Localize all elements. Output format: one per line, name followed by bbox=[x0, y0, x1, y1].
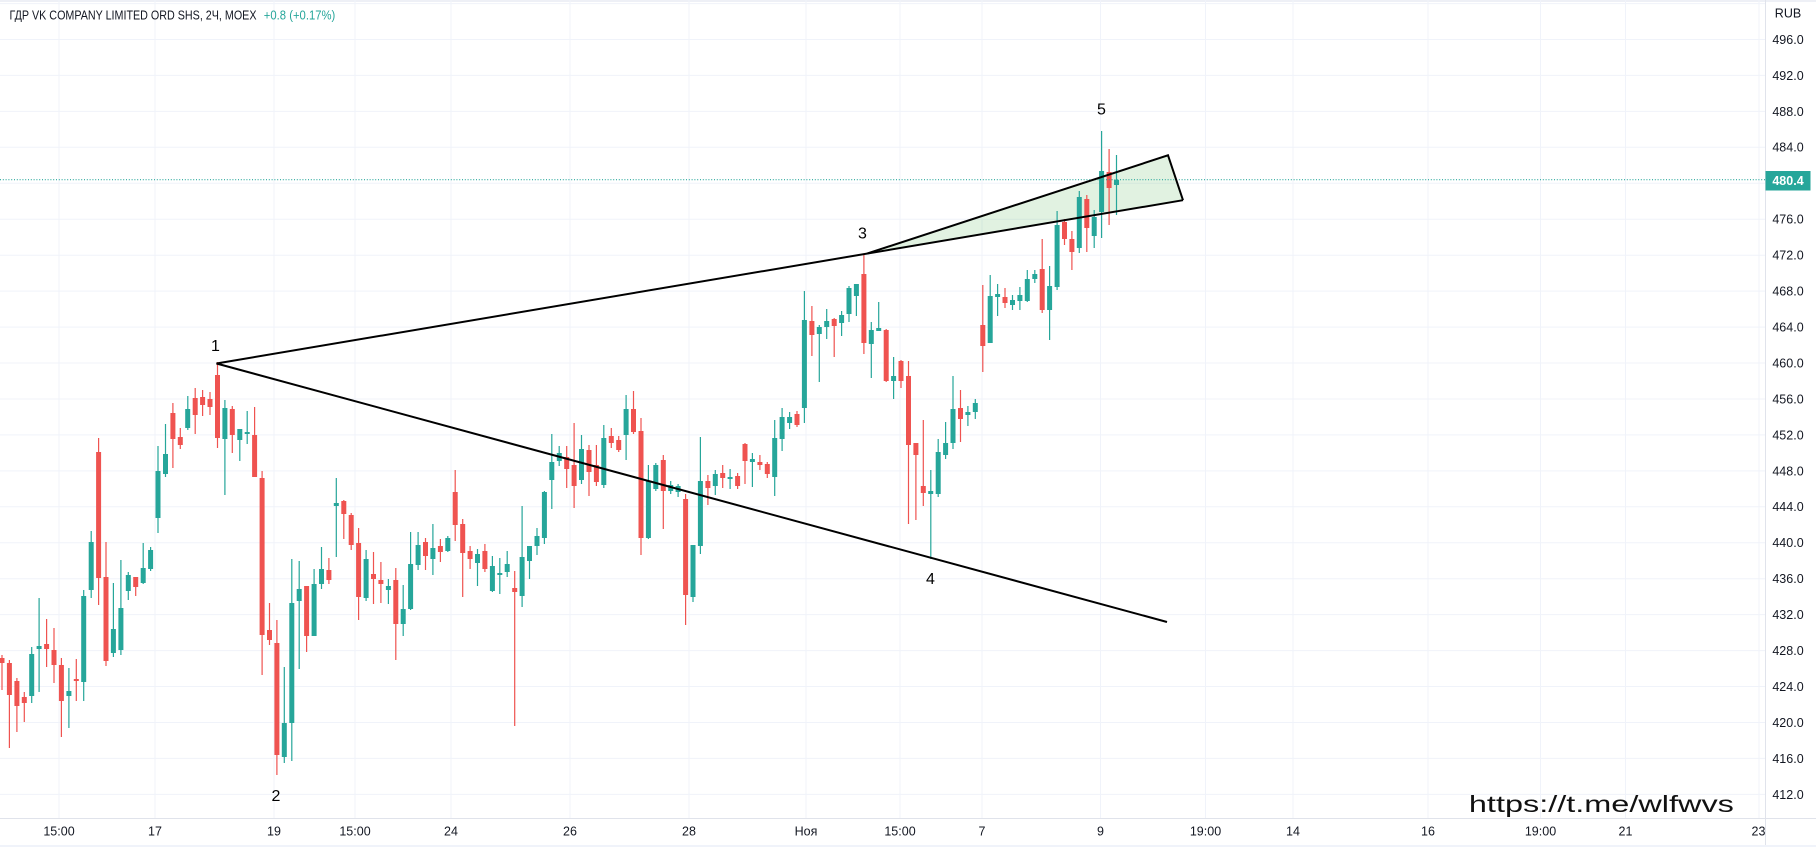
svg-text:17: 17 bbox=[148, 825, 162, 839]
svg-text:15:00: 15:00 bbox=[884, 825, 915, 839]
svg-text:24: 24 bbox=[444, 825, 458, 839]
svg-text:468.0: 468.0 bbox=[1772, 285, 1803, 299]
svg-text:16: 16 bbox=[1421, 825, 1435, 839]
svg-text:9: 9 bbox=[1097, 825, 1104, 839]
svg-text:440.0: 440.0 bbox=[1772, 536, 1803, 550]
svg-text:484.0: 484.0 bbox=[1772, 141, 1803, 155]
svg-text:480.4: 480.4 bbox=[1772, 174, 1803, 188]
svg-text:21: 21 bbox=[1619, 825, 1633, 839]
svg-text:452.0: 452.0 bbox=[1772, 428, 1803, 442]
svg-text:7: 7 bbox=[979, 825, 986, 839]
svg-text:Ноя: Ноя bbox=[795, 825, 818, 839]
svg-text:464.0: 464.0 bbox=[1772, 321, 1803, 335]
svg-text:https://t.me/wlfwvs: https://t.me/wlfwvs bbox=[1469, 791, 1734, 817]
svg-text:14: 14 bbox=[1286, 825, 1300, 839]
svg-text:444.0: 444.0 bbox=[1772, 500, 1803, 514]
svg-text:+0.8 (+0.17%): +0.8 (+0.17%) bbox=[264, 9, 336, 23]
svg-text:5: 5 bbox=[1097, 102, 1106, 119]
svg-text:23: 23 bbox=[1752, 825, 1766, 839]
svg-text:488.0: 488.0 bbox=[1772, 105, 1803, 119]
svg-text:492.0: 492.0 bbox=[1772, 69, 1803, 83]
svg-text:19:00: 19:00 bbox=[1190, 825, 1221, 839]
svg-text:448.0: 448.0 bbox=[1772, 464, 1803, 478]
svg-text:476.0: 476.0 bbox=[1772, 213, 1803, 227]
svg-text:1: 1 bbox=[211, 338, 220, 355]
svg-text:15:00: 15:00 bbox=[339, 825, 370, 839]
svg-text:2: 2 bbox=[272, 788, 281, 805]
svg-text:420.0: 420.0 bbox=[1772, 716, 1803, 730]
svg-text:26: 26 bbox=[563, 825, 577, 839]
svg-text:424.0: 424.0 bbox=[1772, 680, 1803, 694]
svg-text:ГДР VK COMPANY LIMITED ORD SHS: ГДР VK COMPANY LIMITED ORD SHS, 2Ч, MOEX bbox=[10, 9, 258, 23]
svg-text:436.0: 436.0 bbox=[1772, 572, 1803, 586]
svg-text:496.0: 496.0 bbox=[1772, 33, 1803, 47]
svg-text:19: 19 bbox=[267, 825, 281, 839]
svg-text:460.0: 460.0 bbox=[1772, 356, 1803, 370]
svg-text:412.0: 412.0 bbox=[1772, 788, 1803, 802]
svg-text:432.0: 432.0 bbox=[1772, 608, 1803, 622]
svg-text:RUB: RUB bbox=[1775, 7, 1801, 21]
svg-text:28: 28 bbox=[682, 825, 696, 839]
svg-text:19:00: 19:00 bbox=[1525, 825, 1556, 839]
svg-text:472.0: 472.0 bbox=[1772, 249, 1803, 263]
svg-text:416.0: 416.0 bbox=[1772, 752, 1803, 766]
svg-text:456.0: 456.0 bbox=[1772, 392, 1803, 406]
svg-text:428.0: 428.0 bbox=[1772, 644, 1803, 658]
svg-text:15:00: 15:00 bbox=[43, 825, 74, 839]
svg-text:4: 4 bbox=[926, 571, 935, 588]
svg-text:3: 3 bbox=[858, 226, 867, 243]
